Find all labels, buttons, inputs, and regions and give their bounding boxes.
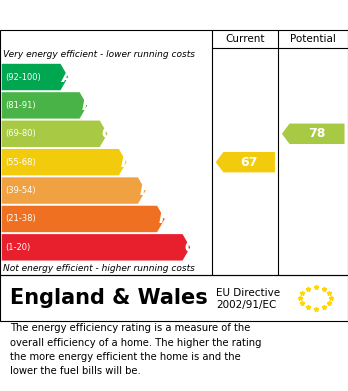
Polygon shape (2, 64, 68, 90)
Polygon shape (2, 92, 87, 118)
Polygon shape (2, 178, 145, 204)
Text: Not energy efficient - higher running costs: Not energy efficient - higher running co… (3, 264, 195, 273)
Text: F: F (159, 212, 169, 226)
Text: G: G (184, 240, 197, 255)
Polygon shape (2, 149, 127, 176)
Text: (1-20): (1-20) (5, 243, 31, 252)
Text: EU Directive: EU Directive (216, 289, 280, 298)
Text: England & Wales: England & Wales (10, 288, 208, 308)
Text: D: D (121, 155, 133, 170)
Text: The energy efficiency rating is a measure of the
overall efficiency of a home. T: The energy efficiency rating is a measur… (10, 323, 262, 376)
Text: A: A (62, 70, 74, 84)
Text: (81-91): (81-91) (5, 101, 36, 110)
Text: C: C (102, 126, 113, 141)
Text: (39-54): (39-54) (5, 186, 36, 195)
Polygon shape (2, 234, 190, 260)
Text: Energy Efficiency Rating: Energy Efficiency Rating (10, 7, 213, 23)
Polygon shape (282, 124, 345, 144)
Text: Potential: Potential (290, 34, 336, 44)
Polygon shape (2, 206, 165, 232)
Text: Very energy efficient - lower running costs: Very energy efficient - lower running co… (3, 50, 196, 59)
Text: (55-68): (55-68) (5, 158, 36, 167)
Text: Current: Current (226, 34, 265, 44)
Text: 2002/91/EC: 2002/91/EC (216, 300, 276, 310)
Text: (69-80): (69-80) (5, 129, 36, 138)
Text: (92-100): (92-100) (5, 72, 41, 81)
Text: 78: 78 (308, 127, 326, 140)
Text: 67: 67 (240, 156, 258, 169)
Text: E: E (140, 183, 150, 198)
Text: (21-38): (21-38) (5, 214, 36, 223)
Text: B: B (81, 98, 93, 113)
Polygon shape (216, 152, 275, 172)
Polygon shape (2, 120, 108, 147)
